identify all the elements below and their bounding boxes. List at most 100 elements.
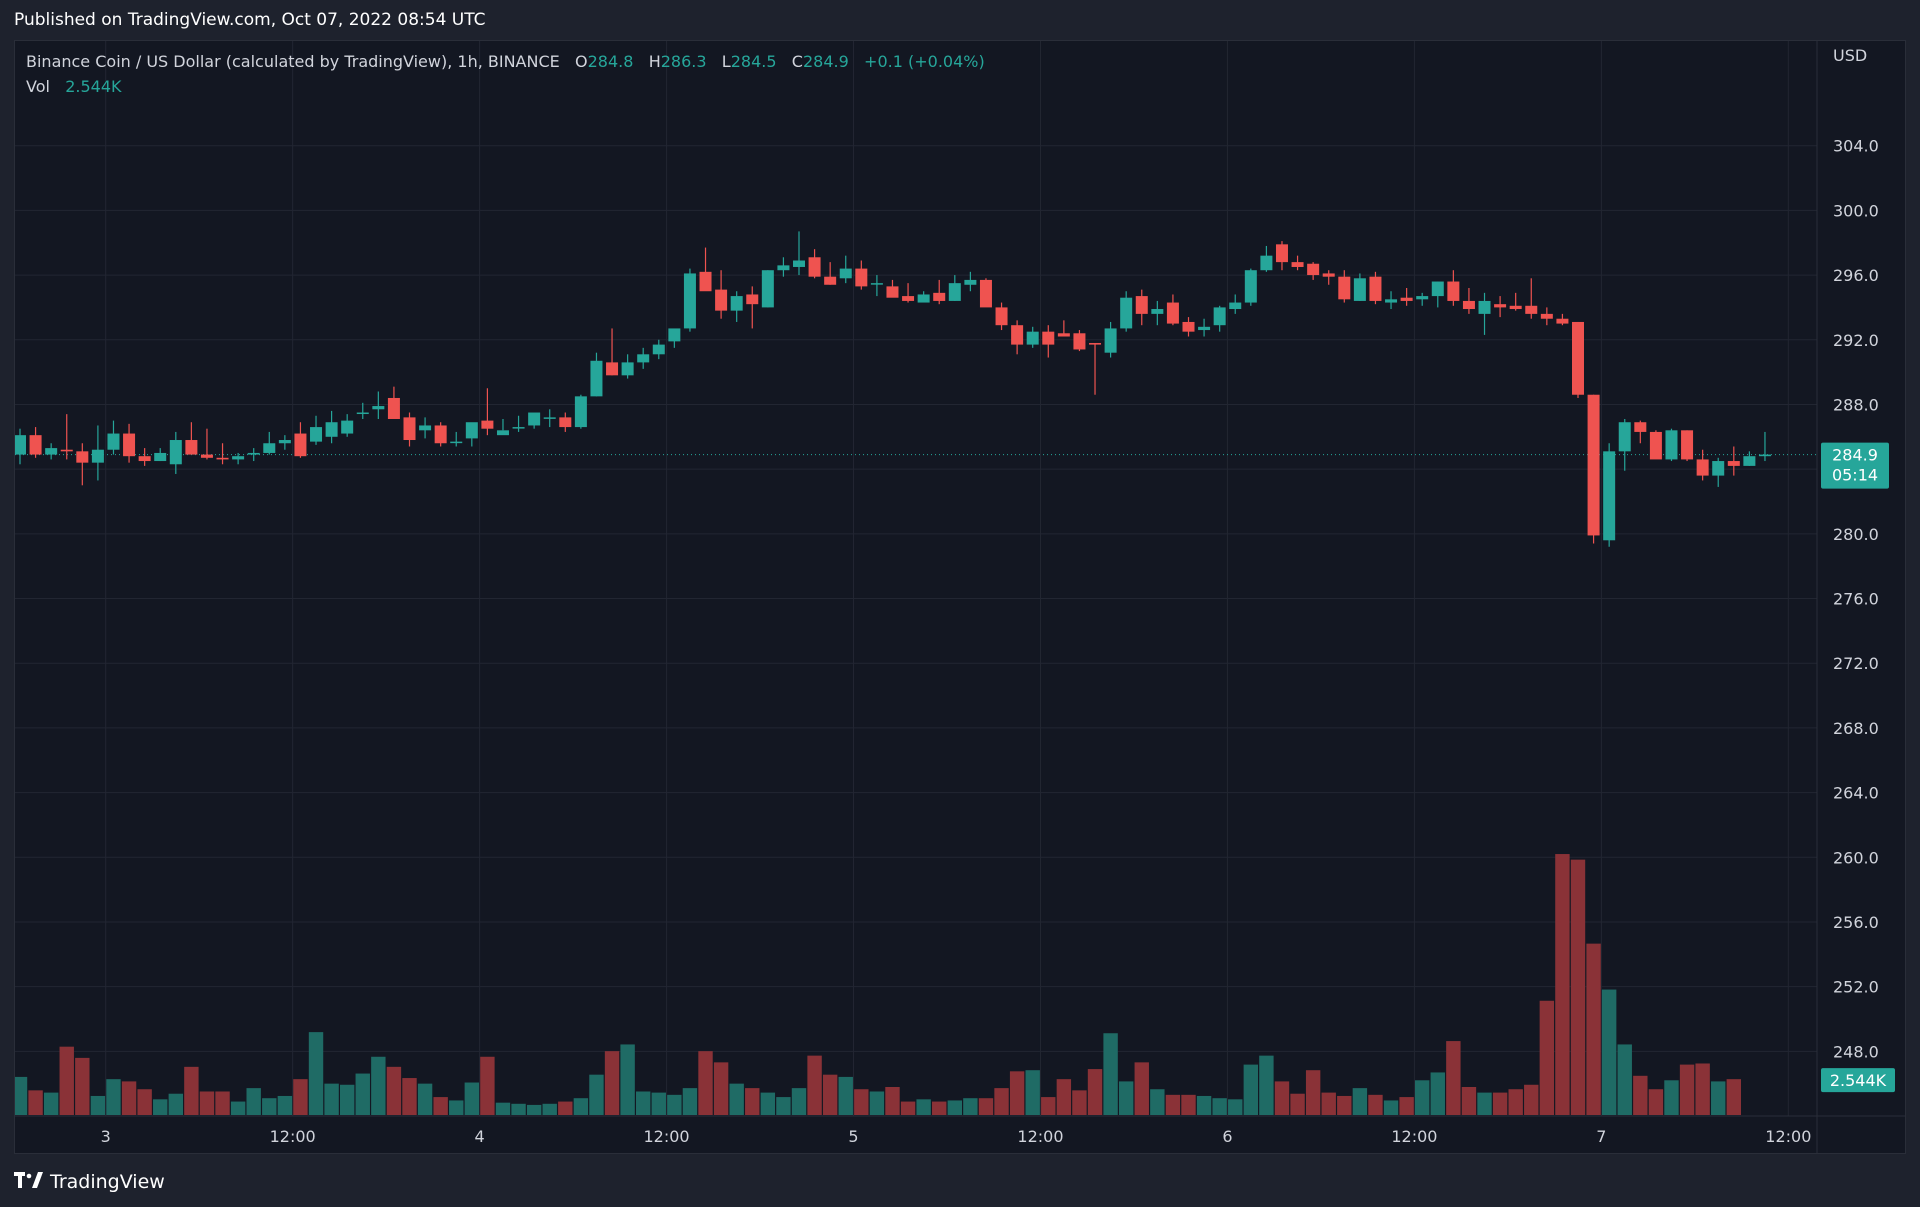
candle-body[interactable] <box>465 422 478 439</box>
candle-body[interactable] <box>933 292 946 301</box>
candle-body[interactable] <box>60 449 73 452</box>
candle-body[interactable] <box>777 265 790 271</box>
candle-body[interactable] <box>1525 305 1538 314</box>
candle-body[interactable] <box>91 449 104 463</box>
candle-body[interactable] <box>995 307 1008 326</box>
candle-body[interactable] <box>543 417 556 419</box>
candle-body[interactable] <box>559 417 572 428</box>
candle-body[interactable] <box>76 451 89 463</box>
candle-body[interactable] <box>902 296 915 301</box>
candle-body[interactable] <box>1213 307 1226 326</box>
candle-body[interactable] <box>1011 325 1024 345</box>
tradingview-brand[interactable]: TradingView <box>14 1170 165 1194</box>
candle-body[interactable] <box>637 354 650 363</box>
candle-body[interactable] <box>1509 305 1522 310</box>
candle-body[interactable] <box>1089 342 1102 345</box>
candle-body[interactable] <box>528 412 541 426</box>
candle-body[interactable] <box>1338 276 1351 300</box>
candle-body[interactable] <box>1229 302 1242 310</box>
candle-body[interactable] <box>886 286 899 298</box>
candle-body[interactable] <box>496 430 509 436</box>
candle-body[interactable] <box>1151 309 1164 314</box>
candle-body[interactable] <box>1478 300 1491 314</box>
candle-body[interactable] <box>1260 255 1273 271</box>
candle-body[interactable] <box>715 289 728 311</box>
candle-body[interactable] <box>948 283 961 301</box>
candle-body[interactable] <box>1120 297 1133 329</box>
candle-body[interactable] <box>1649 431 1662 460</box>
candle-body[interactable] <box>356 412 369 415</box>
candle-body[interactable] <box>1618 422 1631 452</box>
candle-body[interactable] <box>1026 331 1039 345</box>
candle-body[interactable] <box>154 452 167 462</box>
candle-body[interactable] <box>1758 454 1771 457</box>
candle-body[interactable] <box>29 435 42 455</box>
candle-body[interactable] <box>621 362 634 376</box>
candle-body[interactable] <box>325 422 338 437</box>
candle-body[interactable] <box>169 440 182 465</box>
candle-body[interactable] <box>1400 297 1413 301</box>
candle-body[interactable] <box>1291 262 1304 267</box>
candle-body[interactable] <box>434 425 447 444</box>
candle-body[interactable] <box>1727 461 1740 466</box>
candle-body[interactable] <box>419 425 432 431</box>
candle-body[interactable] <box>1042 331 1055 345</box>
candle-body[interactable] <box>1431 281 1444 297</box>
candle-body[interactable] <box>138 456 151 462</box>
candle-body[interactable] <box>699 271 712 292</box>
candle-body[interactable] <box>403 417 416 441</box>
candle-body[interactable] <box>216 457 229 460</box>
candle-body[interactable] <box>824 276 837 285</box>
candle-body[interactable] <box>1540 313 1553 319</box>
candle-body[interactable] <box>1712 461 1725 476</box>
candle-body[interactable] <box>793 260 805 267</box>
candle-body[interactable] <box>574 396 587 428</box>
candle-body[interactable] <box>450 441 463 444</box>
candle-body[interactable] <box>808 257 821 277</box>
candle-body[interactable] <box>1073 333 1086 350</box>
candle-body[interactable] <box>964 279 977 285</box>
candle-body[interactable] <box>232 456 245 460</box>
candle-body[interactable] <box>652 344 665 355</box>
candle-body[interactable] <box>278 440 291 444</box>
candle-body[interactable] <box>1057 333 1070 337</box>
candle-body[interactable] <box>45 448 58 455</box>
candle-body[interactable] <box>372 406 385 410</box>
candle-body[interactable] <box>247 452 260 455</box>
candle-body[interactable] <box>1322 273 1335 277</box>
chart-pane[interactable]: USD304.0300.0296.0292.0288.0284.0280.027… <box>14 40 1906 1154</box>
candle-body[interactable] <box>1182 321 1195 332</box>
candle-body[interactable] <box>294 433 307 457</box>
last-volume-tag[interactable] <box>1821 1068 1895 1093</box>
candle-body[interactable] <box>683 273 696 329</box>
candle-body[interactable] <box>1494 304 1507 308</box>
last-price-tag[interactable] <box>1821 442 1889 489</box>
candle-body[interactable] <box>1385 299 1398 303</box>
candle-body[interactable] <box>1556 318 1569 324</box>
candle-body[interactable] <box>341 420 354 434</box>
candle-body[interactable] <box>839 268 852 279</box>
candle-body[interactable] <box>1572 321 1584 395</box>
candle-body[interactable] <box>263 443 276 453</box>
candle-body[interactable] <box>1166 302 1179 324</box>
candle-body[interactable] <box>730 296 743 311</box>
candle-body[interactable] <box>387 397 400 419</box>
candle-body[interactable] <box>1135 296 1148 314</box>
candle-body[interactable] <box>107 433 120 450</box>
candle-body[interactable] <box>1665 430 1678 460</box>
candle-body[interactable] <box>1634 422 1647 432</box>
candle-body[interactable] <box>1198 326 1211 331</box>
candle-body[interactable] <box>1369 276 1382 301</box>
candle-body[interactable] <box>1603 451 1616 541</box>
candle-body[interactable] <box>123 433 136 457</box>
candle-body[interactable] <box>481 420 494 429</box>
legend-symbol[interactable]: Binance Coin / US Dollar (calculated by … <box>26 52 560 71</box>
candle-body[interactable] <box>15 435 26 455</box>
candle-body[interactable] <box>917 294 930 303</box>
candle-body[interactable] <box>668 328 681 342</box>
candle-body[interactable] <box>1275 244 1288 263</box>
candle-body[interactable] <box>1353 278 1366 301</box>
candle-body[interactable] <box>1447 281 1460 301</box>
candle-body[interactable] <box>979 279 992 308</box>
candle-body[interactable] <box>310 427 323 442</box>
